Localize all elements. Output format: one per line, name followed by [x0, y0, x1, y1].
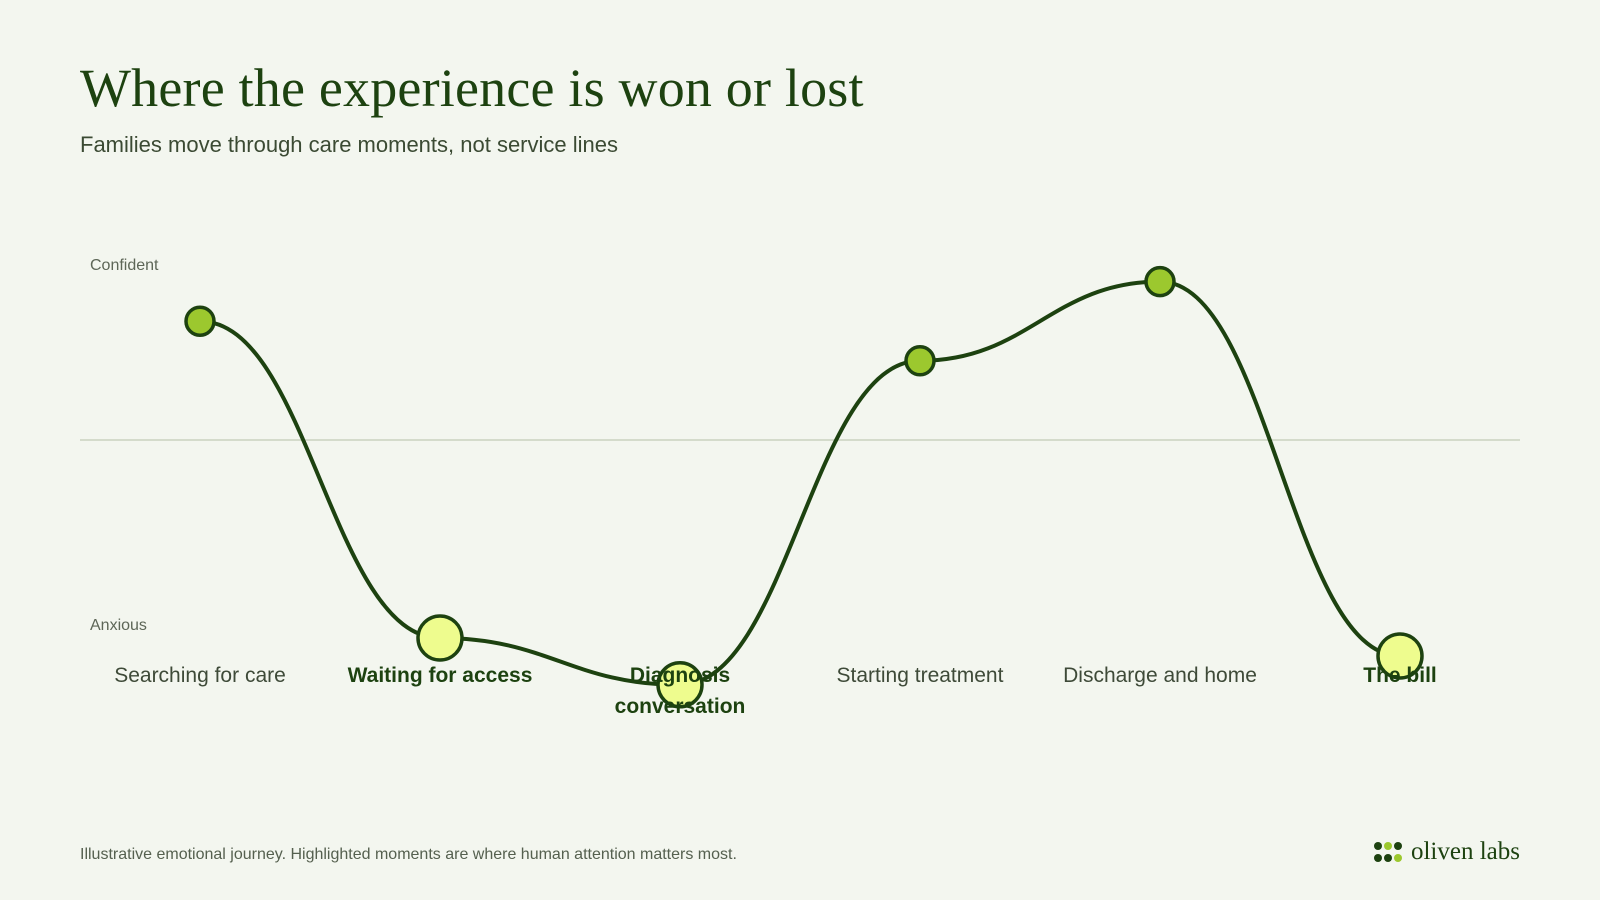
journey-points: [184, 265, 1424, 709]
journey-point: [416, 614, 464, 662]
brand: oliven labs: [1373, 838, 1520, 866]
stage-label: Diagnosis conversation: [615, 664, 746, 718]
stage-label: Discharge and home: [1063, 664, 1257, 687]
stage-label: The bill: [1363, 664, 1437, 687]
stage-label: Searching for care: [114, 664, 286, 687]
page-title: Where the experience is won or lost: [80, 58, 864, 118]
page-subtitle: Families move through care moments, not …: [80, 132, 618, 157]
brand-logo-icon: [1373, 842, 1402, 862]
stage-label: Starting treatment: [837, 664, 1004, 687]
journey-point: [1376, 632, 1424, 680]
axis-label-confident: Confident: [90, 257, 159, 274]
journey-point: [656, 661, 704, 709]
journey-point: [904, 345, 936, 377]
axis-label-anxious: Anxious: [90, 617, 147, 634]
brand-name: oliven labs: [1410, 838, 1520, 865]
journey-line: [198, 279, 1402, 687]
stage-label: Waiting for access: [348, 664, 533, 687]
stage-labels: Searching for care Waiting for access Diag…: [114, 664, 1437, 718]
journey-point: [184, 305, 216, 337]
footnote: Illustrative emotional journey. Highligh…: [80, 846, 737, 863]
journey-point: [1144, 265, 1176, 298]
